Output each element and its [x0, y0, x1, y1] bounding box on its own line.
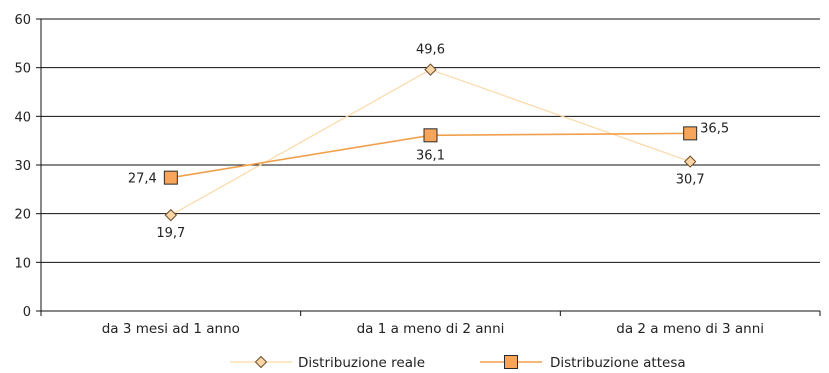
- data-label: 36,1: [416, 148, 445, 163]
- y-tick-label: 10: [14, 256, 31, 271]
- y-tick-label: 40: [14, 110, 31, 125]
- y-tick-label: 20: [14, 208, 31, 223]
- data-point-reale: [683, 155, 697, 168]
- data-label: 19,7: [156, 226, 185, 241]
- legend: Distribuzione reale Distribuzione attesa: [230, 355, 686, 371]
- y-tick-label: 50: [14, 62, 31, 77]
- series-line-reale: [170, 68, 691, 216]
- legend-label: Distribuzione attesa: [550, 355, 686, 371]
- y-tick-label: 0: [23, 305, 31, 320]
- data-point-attesa: [163, 170, 178, 185]
- data-point-reale: [424, 63, 437, 76]
- series: [163, 63, 698, 222]
- y-tick-label: 60: [14, 13, 31, 28]
- data-labels: 19,7 49,6 30,7 27,4 36,1 36,5: [128, 43, 729, 242]
- legend-item: Distribuzione attesa: [480, 355, 686, 371]
- x-category-label: da 3 mesi ad 1 anno: [102, 321, 240, 337]
- axes: [36, 18, 821, 316]
- data-label: 27,4: [128, 172, 157, 187]
- data-point-attesa: [423, 128, 438, 143]
- x-axis-category-labels: da 3 mesi ad 1 anno da 1 a meno di 2 anni…: [102, 321, 764, 337]
- data-label: 30,7: [676, 173, 705, 188]
- legend-item: Distribuzione reale: [230, 355, 425, 371]
- data-label: 49,6: [416, 43, 445, 58]
- x-category-label: da 1 a meno di 2 anni: [357, 321, 505, 337]
- y-axis-tick-labels: 0 10 20 30 40 50 60: [14, 13, 31, 320]
- legend-marker-diamond: [254, 355, 268, 369]
- legend-label: Distribuzione reale: [298, 355, 425, 371]
- y-tick-label: 30: [14, 159, 31, 174]
- x-category-label: da 2 a meno di 3 anni: [616, 321, 764, 337]
- data-label: 36,5: [700, 121, 729, 136]
- data-point-attesa: [683, 126, 698, 141]
- legend-marker-square: [504, 355, 518, 369]
- data-point-reale: [164, 208, 178, 222]
